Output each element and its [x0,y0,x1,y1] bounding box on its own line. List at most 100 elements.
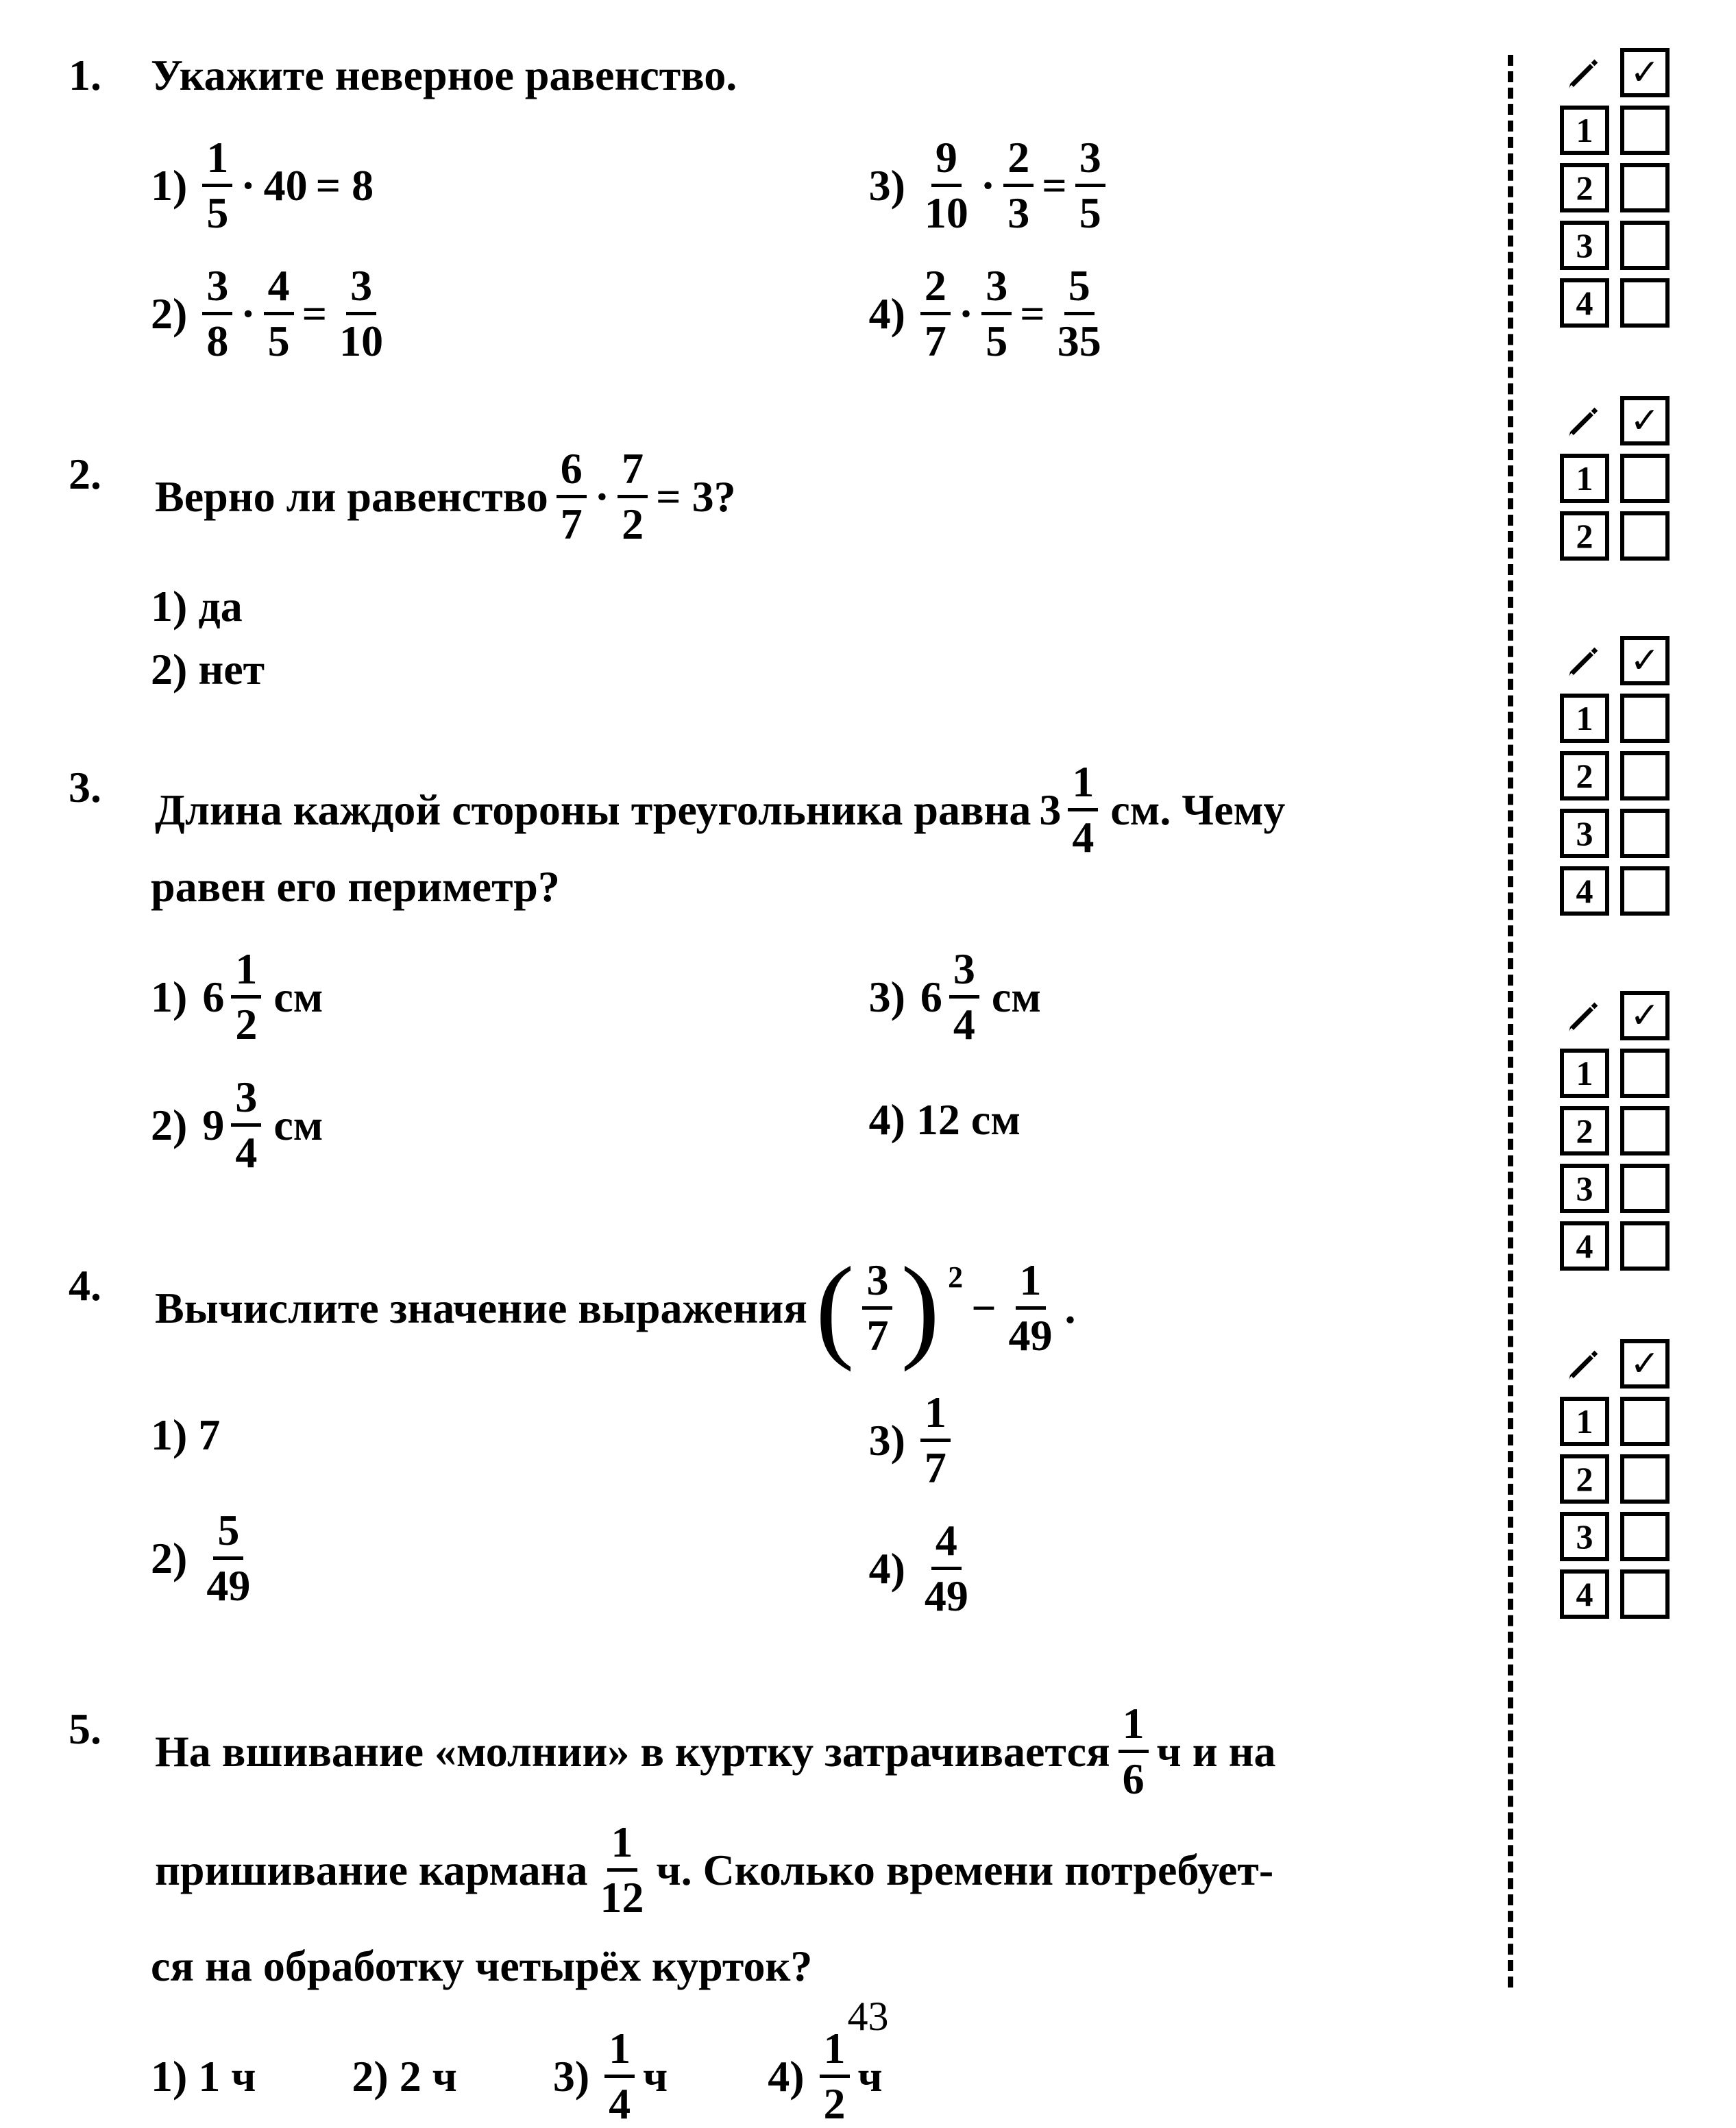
answer-row: 2 [1560,1106,1681,1155]
answer-number-box: 2 [1560,1454,1609,1504]
answer-check-header: ✓ [1620,991,1670,1040]
pen-icon [1560,636,1609,685]
answer-grid: ✓ 1 2 3 4 [1560,991,1681,1271]
page-number: 43 [0,1991,1736,2042]
answer-grid: ✓ 1 2 [1560,396,1681,561]
answer-number-box: 1 [1560,1049,1609,1098]
answer-option: 4)449 [869,1519,1480,1618]
problem: 5. На вшивание «молнии» в куртку затрачи… [69,1702,1480,2126]
pen-icon [1560,991,1609,1040]
answer-grid: ✓ 1 2 3 4 [1560,48,1681,328]
answer-header-row: ✓ [1560,1339,1681,1389]
pen-icon [1560,396,1609,445]
answer-bubble-column: ✓ 1 2 3 4 ✓ 1 2 ✓ [1519,48,1681,2056]
answer-row: 3 [1560,1164,1681,1213]
problem-number: 3. [69,760,151,1203]
answer-row: 1 [1560,694,1681,743]
answer-row: 2 [1560,511,1681,561]
answer-mark-box[interactable] [1620,1164,1670,1213]
answer-option: 2)нет [151,642,1480,697]
answer-number-box: 2 [1560,751,1609,800]
answer-option: 3)17 [869,1391,1480,1490]
answer-number-box: 1 [1560,106,1609,155]
answer-number-box: 3 [1560,1512,1609,1561]
answer-number-box: 1 [1560,1397,1609,1446]
answer-number-box: 4 [1560,1569,1609,1619]
answer-number-box: 4 [1560,1221,1609,1271]
answer-mark-box[interactable] [1620,1221,1670,1271]
pen-icon [1560,48,1609,97]
answer-number-box: 4 [1560,278,1609,328]
answer-header-row: ✓ [1560,636,1681,685]
answer-mark-box[interactable] [1620,511,1670,561]
answer-check-header: ✓ [1620,636,1670,685]
problem: 4. Вычислите значение выражения (37)2 −1… [69,1258,1480,1647]
answer-row: 1 [1560,1049,1681,1098]
answer-mark-box[interactable] [1620,106,1670,155]
answer-row: 2 [1560,751,1681,800]
answer-mark-box[interactable] [1620,1397,1670,1446]
answer-option: 2)38·45=310 [151,264,869,363]
problem: 2. Верно ли равенство 67·72 = 3? 1)да2)н… [69,447,1480,705]
answer-mark-box[interactable] [1620,751,1670,800]
pen-icon [1560,1339,1609,1389]
answer-mark-box[interactable] [1620,454,1670,503]
problems-column: 1. Укажите неверное равенство. 1)15·40= … [69,48,1508,2056]
answer-number-box: 4 [1560,866,1609,916]
answer-row: 3 [1560,221,1681,270]
problem: 3. Длина каждой стороны треугольника рав… [69,760,1480,1203]
answer-mark-box[interactable] [1620,1512,1670,1561]
answer-row: 3 [1560,1512,1681,1561]
answer-row: 1 [1560,454,1681,503]
problem-number: 4. [69,1258,151,1647]
answer-check-header: ✓ [1620,48,1670,97]
answer-number-box: 2 [1560,163,1609,212]
answer-row: 3 [1560,809,1681,858]
answer-mark-box[interactable] [1620,221,1670,270]
problem: 1. Укажите неверное равенство. 1)15·40= … [69,48,1480,392]
question-text: Верно ли равенство 67·72 = 3? [151,447,1480,546]
answer-number-box: 2 [1560,511,1609,561]
answer-row: 4 [1560,866,1681,916]
answer-option: 2)549 [151,1508,869,1608]
answer-option: 1)15·40= 8 [151,136,869,235]
answer-grid: ✓ 1 2 3 4 [1560,636,1681,916]
answer-header-row: ✓ [1560,48,1681,97]
answer-mark-box[interactable] [1620,809,1670,858]
answer-mark-box[interactable] [1620,278,1670,328]
answer-mark-box[interactable] [1620,1569,1670,1619]
worksheet-page: 1. Укажите неверное равенство. 1)15·40= … [0,0,1736,2056]
answer-mark-box[interactable] [1620,866,1670,916]
problem-number: 1. [69,48,151,392]
answer-option: 3)910·23=35 [869,136,1480,235]
problem-number: 5. [69,1702,151,2126]
answer-number-box: 3 [1560,221,1609,270]
answer-option: 2)934 см [151,1075,869,1175]
column-divider [1508,55,1519,1988]
answer-header-row: ✓ [1560,396,1681,445]
answer-row: 2 [1560,163,1681,212]
problem-number: 2. [69,447,151,705]
answer-check-header: ✓ [1620,396,1670,445]
answer-check-header: ✓ [1620,1339,1670,1389]
question-text: Укажите неверное равенство. [151,48,1480,103]
answer-mark-box[interactable] [1620,694,1670,743]
question-text: На вшивание «молнии» в куртку затрачивае… [151,1702,1480,1994]
answer-option: 1)7 [151,1391,869,1480]
answer-mark-box[interactable] [1620,1106,1670,1155]
answer-row: 4 [1560,278,1681,328]
answer-mark-box[interactable] [1620,1049,1670,1098]
answer-number-box: 1 [1560,454,1609,503]
answer-mark-box[interactable] [1620,1454,1670,1504]
answer-mark-box[interactable] [1620,163,1670,212]
answer-row: 1 [1560,106,1681,155]
question-text: Вычислите значение выражения (37)2 −149. [151,1258,1480,1358]
answer-option: 4)27·35=535 [869,264,1480,363]
answer-grid: ✓ 1 2 3 4 [1560,1339,1681,1619]
question-text: Длина каждой стороны треугольника равна … [151,760,1480,914]
answer-number-box: 3 [1560,809,1609,858]
answer-row: 4 [1560,1221,1681,1271]
answer-number-box: 1 [1560,694,1609,743]
answer-row: 2 [1560,1454,1681,1504]
answer-row: 4 [1560,1569,1681,1619]
